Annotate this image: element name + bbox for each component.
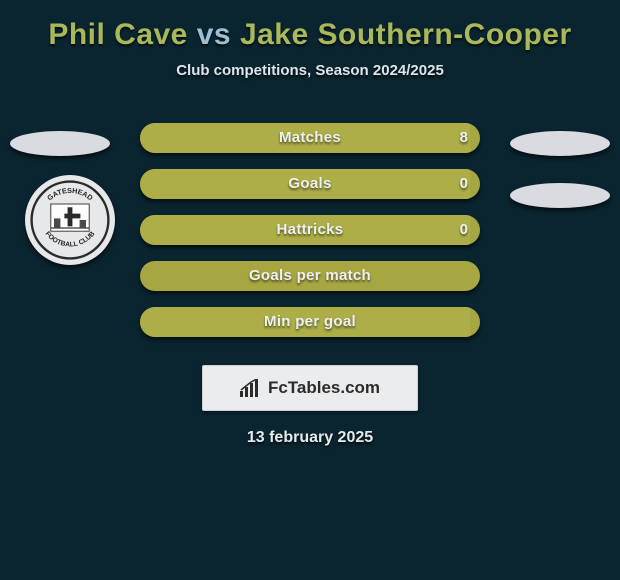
stat-value-right: 8: [460, 123, 468, 153]
vs-text: vs: [197, 18, 231, 51]
player1-name: Phil Cave: [48, 18, 188, 51]
attribution-badge: FcTables.com: [202, 365, 418, 411]
stat-label: Goals per match: [140, 261, 480, 291]
comparison-panel: GATESHEAD FOOTBALL CLUB Matches8Goals0Ha…: [0, 107, 620, 357]
date-footer: 13 february 2025: [0, 411, 620, 447]
stat-value-right: 0: [460, 169, 468, 199]
stat-bars: Matches8Goals0Hattricks0Goals per matchM…: [140, 123, 480, 353]
stat-bar: Hattricks0: [140, 215, 480, 245]
stat-bar: Matches8: [140, 123, 480, 153]
stat-value-right: 0: [460, 215, 468, 245]
stat-bar: Min per goal: [140, 307, 480, 337]
subtitle: Club competitions, Season 2024/2025: [0, 52, 620, 79]
attribution-text: FcTables.com: [268, 378, 380, 398]
player1-photo-placeholder: [10, 131, 110, 156]
stat-label: Min per goal: [140, 307, 480, 337]
gateshead-badge-icon: GATESHEAD FOOTBALL CLUB: [30, 180, 110, 260]
player1-club-badge: GATESHEAD FOOTBALL CLUB: [25, 175, 115, 265]
player2-photo-placeholder: [510, 131, 610, 156]
fctables-logo-icon: [240, 379, 262, 397]
page-title: Phil Cave vs Jake Southern-Cooper: [0, 0, 620, 52]
stat-label: Matches: [140, 123, 480, 153]
stat-bar: Goals per match: [140, 261, 480, 291]
stat-label: Hattricks: [140, 215, 480, 245]
player2-club-placeholder: [510, 183, 610, 208]
player2-name: Jake Southern-Cooper: [240, 18, 572, 51]
stat-bar: Goals0: [140, 169, 480, 199]
stat-label: Goals: [140, 169, 480, 199]
